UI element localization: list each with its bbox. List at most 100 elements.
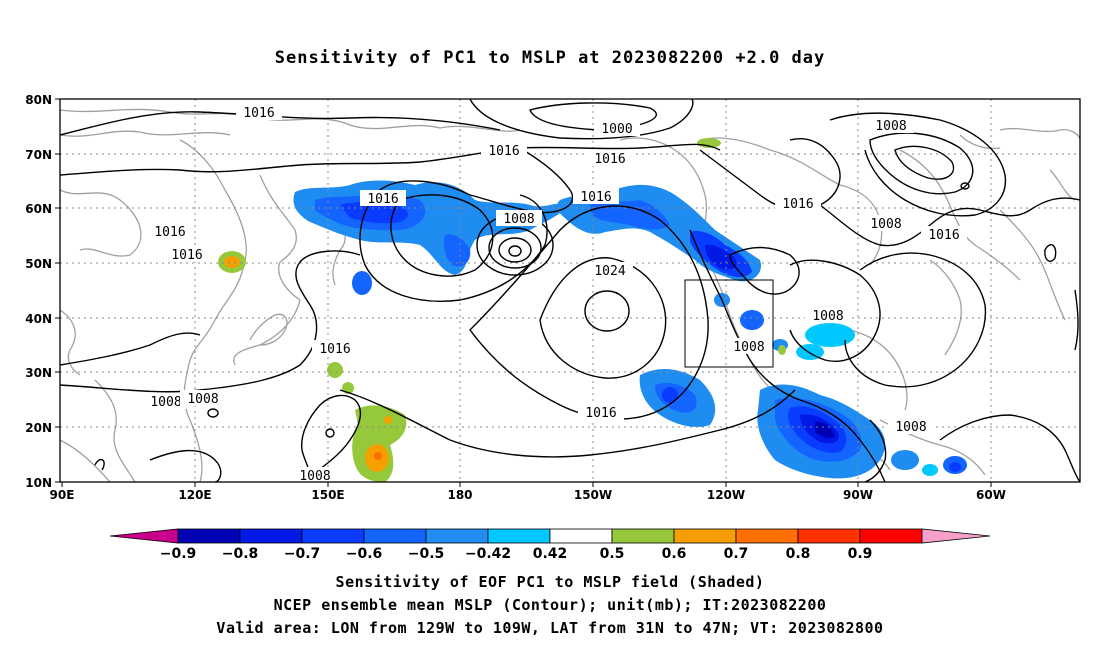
contour-label-17: 1008 xyxy=(726,338,772,355)
colorbar-box xyxy=(239,528,303,544)
contour-label-1: 1016 xyxy=(236,104,282,121)
lat-label-80n: 80N xyxy=(25,93,52,107)
svg-text:1008: 1008 xyxy=(812,309,843,324)
colorbar-box xyxy=(177,528,241,544)
contour-label-4: 1016 xyxy=(587,150,633,167)
caption-shaded: Sensitivity of EOF PC1 to MSLP field (Sh… xyxy=(335,573,765,591)
colorbar-tick-label: 0.8 xyxy=(786,546,811,562)
svg-text:1016: 1016 xyxy=(782,197,813,212)
svg-text:1016: 1016 xyxy=(154,225,185,240)
lat-label-50n: 50N xyxy=(25,257,52,271)
caption-valid-area: Valid area: LON from 129W to 109W, LAT f… xyxy=(216,619,884,637)
svg-text:1016: 1016 xyxy=(367,192,398,207)
svg-text:1016: 1016 xyxy=(580,190,611,205)
svg-text:1016: 1016 xyxy=(488,144,519,159)
chart-title: Sensitivity of PC1 to MSLP at 2023082200… xyxy=(274,48,826,68)
colorbar-tick-label: −0.8 xyxy=(222,546,259,562)
lon-label-120e: 120E xyxy=(178,488,211,502)
svg-text:1008: 1008 xyxy=(187,392,218,407)
contour-labels: 1016 1000 1016 1016 1008 1016 1016 1016 … xyxy=(146,104,967,484)
svg-text:1008: 1008 xyxy=(299,469,330,484)
colorbar-box xyxy=(487,528,551,544)
colorbar-box xyxy=(859,528,923,544)
colorbar-tick-label: −0.9 xyxy=(160,546,197,562)
svg-text:1016: 1016 xyxy=(585,406,616,421)
svg-text:1008: 1008 xyxy=(875,119,906,134)
colorbar-tick-label: 0.6 xyxy=(662,546,687,562)
lat-label-70n: 70N xyxy=(25,148,52,162)
svg-text:1016: 1016 xyxy=(594,152,625,167)
colorbar xyxy=(109,528,991,544)
contour-label-10: 1016 xyxy=(147,223,193,240)
lon-label-60w: 60W xyxy=(976,488,1006,502)
colorbar-tick-label: 0.7 xyxy=(724,546,749,562)
lat-label-20n: 20N xyxy=(25,421,52,435)
svg-text:1016: 1016 xyxy=(171,248,202,263)
lon-label-90w: 90W xyxy=(843,488,873,502)
contour-label-19: 1008 xyxy=(146,393,186,410)
colorbar-box xyxy=(797,528,861,544)
svg-text:1016: 1016 xyxy=(243,106,274,121)
mslp-contours xyxy=(60,99,1080,482)
contour-label-2: 1000 xyxy=(594,120,640,137)
axis-ticks xyxy=(55,98,992,487)
contour-label-8: 1016 xyxy=(775,195,821,212)
caption-contour: NCEP ensemble mean MSLP (Contour); unit(… xyxy=(273,596,827,614)
colorbar-arrow-high xyxy=(921,528,991,544)
contour-label-5: 1008 xyxy=(868,117,914,134)
lat-label-40n: 40N xyxy=(25,312,52,326)
colorbar-arrow-low xyxy=(109,528,179,544)
colorbar-box xyxy=(611,528,675,544)
colorbar-tick-label: 0.5 xyxy=(600,546,625,562)
svg-text:1016: 1016 xyxy=(928,228,959,243)
contour-label-21: 1008 xyxy=(888,418,934,435)
contour-label-16: 1008 xyxy=(805,307,851,324)
svg-text:1008: 1008 xyxy=(870,217,901,232)
lon-label-150e: 150E xyxy=(311,488,344,502)
colorbar-box xyxy=(363,528,427,544)
contour-label-9: 1008 xyxy=(496,210,542,227)
contour-label-18: 1016 xyxy=(578,404,624,421)
colorbar-box xyxy=(549,528,613,544)
colorbar-tick-label: −0.7 xyxy=(284,546,321,562)
contour-label-15: 1024 xyxy=(587,262,633,279)
contour-label-14: 1016 xyxy=(312,340,358,357)
lat-axis-labels: 80N 70N 60N 50N 40N 30N 20N 10N xyxy=(25,93,52,490)
lat-label-10n: 10N xyxy=(25,476,52,490)
map-frame xyxy=(59,98,1081,483)
colorbar-labels: −0.9 −0.8 −0.7 −0.6 −0.5 −0.42 0.42 0.5 0.6 0.7 0.… xyxy=(160,546,873,562)
svg-text:1008: 1008 xyxy=(150,395,181,410)
contour-label-3: 1016 xyxy=(481,142,527,159)
colorbar-box xyxy=(673,528,737,544)
valid-area-box xyxy=(684,279,774,368)
colorbar-tick-label: −0.6 xyxy=(346,546,383,562)
colorbar-box xyxy=(735,528,799,544)
lon-label-150w: 150W xyxy=(574,488,612,502)
svg-text:1000: 1000 xyxy=(601,122,632,137)
colorbar-tick-label: 0.42 xyxy=(533,546,568,562)
colorbar-tick-label: 0.9 xyxy=(848,546,873,562)
lon-label-90e: 90E xyxy=(50,488,75,502)
lat-label-60n: 60N xyxy=(25,202,52,216)
colorbar-tick-label: −0.5 xyxy=(408,546,445,562)
svg-text:1024: 1024 xyxy=(594,264,625,279)
lon-label-120w: 120W xyxy=(707,488,745,502)
svg-text:1008: 1008 xyxy=(733,340,764,355)
svg-text:1008: 1008 xyxy=(503,212,534,227)
contour-label-11: 1016 xyxy=(164,246,210,263)
contour-label-20: 1008 xyxy=(180,390,226,407)
contour-label-13: 1016 xyxy=(921,226,967,243)
contour-label-22: 1008 xyxy=(292,467,338,484)
lon-label-180: 180 xyxy=(447,488,472,502)
lat-label-30n: 30N xyxy=(25,366,52,380)
contour-label-12: 1008 xyxy=(863,215,909,232)
colorbar-box xyxy=(301,528,365,544)
lon-axis-labels: 90E 120E 150E 180 150W 120W 90W 60W xyxy=(50,488,1006,502)
contour-label-6: 1016 xyxy=(360,190,406,207)
colorbar-tick-label: −0.42 xyxy=(465,546,511,562)
svg-text:1016: 1016 xyxy=(319,342,350,357)
contour-label-7: 1016 xyxy=(573,188,619,205)
colorbar-box xyxy=(425,528,489,544)
svg-text:1008: 1008 xyxy=(895,420,926,435)
